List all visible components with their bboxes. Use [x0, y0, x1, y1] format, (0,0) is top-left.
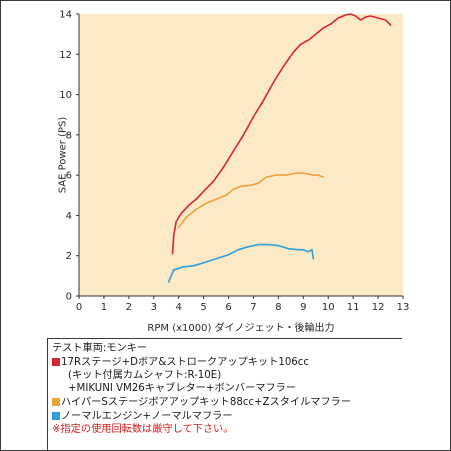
legend-red-label: 17Rステージ+Dボア&ストロークアップキット106cc — [61, 357, 309, 368]
blue-swatch-icon — [52, 411, 60, 420]
x-tick-label: 7 — [250, 302, 256, 313]
series-line-1 — [177, 172, 325, 229]
x-tick-label: 3 — [151, 302, 157, 313]
legend-item-red: 17Rステージ+Dボア&ストロークアップキット106cc — [52, 356, 309, 369]
x-tick-label: 13 — [397, 302, 410, 313]
y-tick-label: 8 — [66, 130, 72, 141]
x-tick-label: 12 — [372, 302, 385, 313]
x-axis-label: RPM (x1000) ダイノジェット・後輪出力 — [147, 323, 335, 334]
series-line-2 — [167, 243, 315, 283]
y-tick-label: 0 — [66, 292, 72, 303]
orange-swatch-icon — [52, 397, 60, 406]
legend-orange-label: ハイパーSステージボアアップキット88cc+Zスタイルマフラー — [61, 397, 352, 408]
legend-blue-label: ノーマルエンジン+ノーマルマフラー — [61, 411, 233, 422]
x-tick-label: 6 — [225, 302, 231, 313]
y-axis-label: SAE Power (PS) — [57, 116, 69, 194]
x-tick-label: 0 — [76, 302, 82, 313]
series-line-0 — [171, 13, 392, 255]
y-tick-label: 14 — [59, 10, 72, 21]
test-vehicle-text: テスト車両:モンキー — [52, 343, 148, 354]
y-tick-label: 2 — [66, 251, 72, 262]
x-tick-label: 9 — [300, 302, 306, 313]
legend-red-detail-2: +MIKUNI VM26キャブレター+ボンバーマフラー — [68, 383, 296, 394]
x-tick-label: 11 — [347, 302, 360, 313]
caution-text: ※指定の使用回転数は厳守して下さい。 — [52, 424, 234, 435]
legend-box: テスト車両:モンキー 17Rステージ+Dボア&ストロークアップキット106cc … — [47, 338, 402, 450]
x-tick-label: 4 — [176, 302, 182, 313]
y-tick-label: 6 — [66, 171, 72, 182]
red-swatch-icon — [52, 357, 60, 366]
legend-item-blue: ノーマルエンジン+ノーマルマフラー — [52, 410, 233, 423]
x-tick-label: 8 — [275, 302, 281, 313]
x-tick-label: 10 — [322, 302, 335, 313]
x-tick-label: 1 — [101, 302, 107, 313]
legend-red-detail-1: (キット付属カムシャフト:R-10E) — [68, 370, 222, 381]
x-tick-label: 2 — [126, 302, 132, 313]
y-tick-label: 12 — [59, 50, 72, 61]
y-tick-label: 10 — [59, 90, 72, 101]
y-axis-label-area: SAE Power (PS) — [47, 14, 79, 296]
y-tick-label: 4 — [66, 211, 72, 222]
legend-item-orange: ハイパーSステージボアアップキット88cc+Zスタイルマフラー — [52, 396, 351, 409]
x-tick-label: 5 — [200, 302, 206, 313]
